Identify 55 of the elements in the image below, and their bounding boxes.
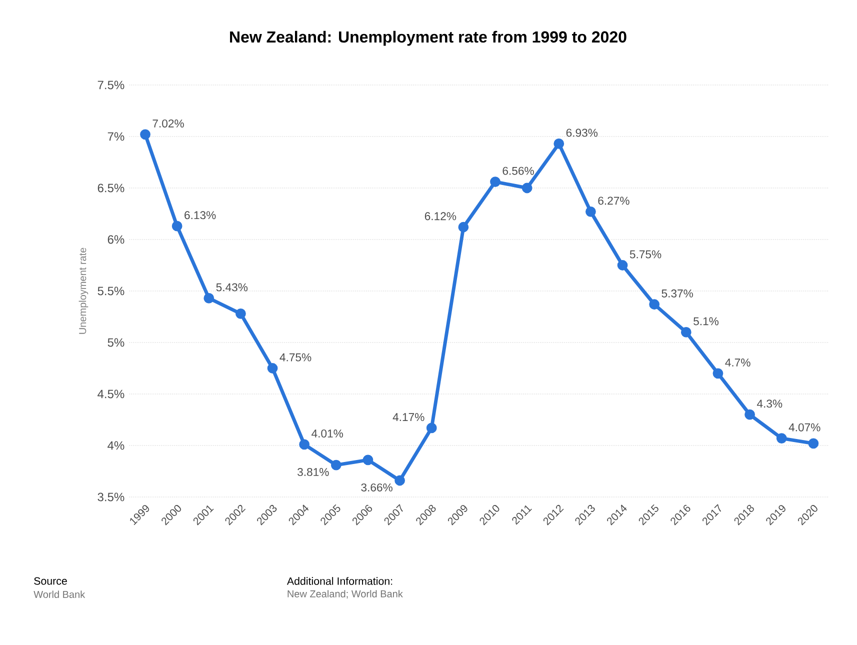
y-tick-label: 4.5% (98, 390, 124, 398)
point (362, 454, 374, 466)
data-label: 6.12% (424, 212, 456, 220)
point (680, 326, 692, 338)
y-tick-label: 3.5% (98, 492, 124, 502)
point (522, 182, 532, 194)
y-axis-title: Unemployment rate (78, 248, 88, 334)
data-label: 6.13% (184, 211, 216, 220)
data-label: 4.75% (280, 353, 312, 362)
point (649, 299, 660, 310)
point (394, 475, 405, 486)
point (236, 308, 246, 319)
data-label: 5.1% (694, 317, 719, 326)
point (554, 138, 564, 149)
point (140, 129, 150, 140)
data-label: 4.3% (756, 400, 782, 408)
y-tick-label: 4% (108, 441, 124, 450)
point (617, 260, 628, 270)
text: World Bank (34, 590, 86, 598)
y-tick-label: 5.5% (98, 286, 124, 296)
point (172, 220, 182, 232)
data-label: 5.75% (630, 250, 662, 258)
point (585, 206, 596, 217)
data-label: 4.01% (312, 430, 344, 438)
y-tick-label: 7% (108, 132, 124, 141)
point (330, 460, 342, 470)
data-label: 4.17% (392, 413, 424, 422)
point (776, 433, 787, 444)
data-label: 3.66% (361, 483, 392, 492)
point (267, 363, 278, 374)
data-label: 6.56% (502, 166, 534, 175)
data-label: 5.37% (662, 289, 694, 298)
point (712, 368, 724, 379)
data-label: 6.27% (598, 196, 630, 205)
text: New Zealand; World Bank (288, 590, 403, 599)
y-tick-label: 5% (108, 338, 124, 347)
y-tick-label: 7.5% (98, 80, 124, 90)
point (299, 439, 310, 450)
point (808, 438, 819, 449)
data-label: 3.81% (298, 468, 329, 476)
point (458, 222, 469, 232)
chart-title: New Zealand: Unemployment rate from 1999 to 2020 (230, 30, 626, 46)
y-tick-label: 6% (108, 235, 124, 244)
text: Additional Information: (286, 577, 392, 585)
point (204, 292, 214, 304)
data-label: 5.43% (216, 283, 248, 292)
data-label: 4.7% (725, 358, 750, 366)
data-label: 7.02% (152, 119, 184, 128)
point (490, 176, 500, 188)
y-tick-label: 6.5% (98, 184, 124, 192)
point (744, 409, 755, 420)
point (426, 422, 437, 434)
text: Source (34, 577, 67, 585)
data-label: 4.07% (788, 423, 820, 432)
data-label: 6.93% (566, 128, 598, 137)
